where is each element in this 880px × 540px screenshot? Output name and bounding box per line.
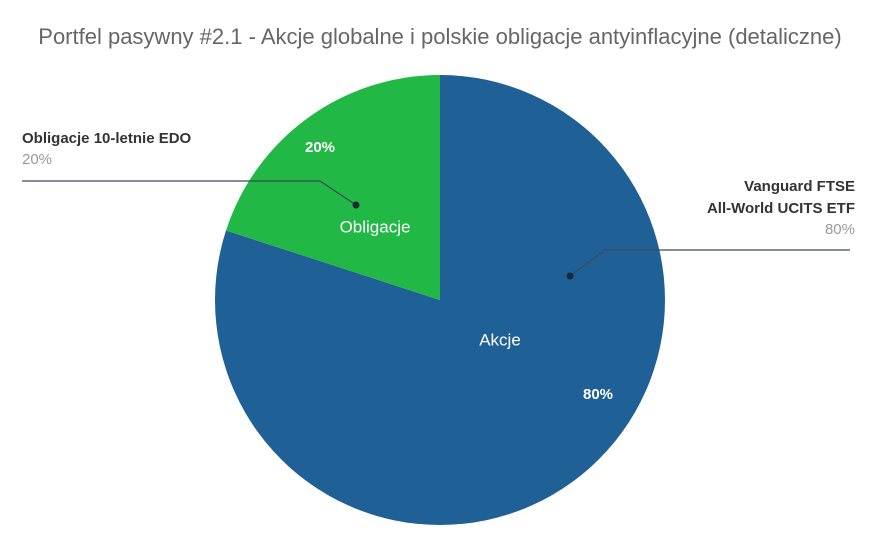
callout-line	[22, 180, 357, 206]
callout-value: 80%	[825, 221, 855, 238]
slice-percent-label: 80%	[583, 386, 613, 403]
pie-slice	[226, 75, 440, 300]
callout-value: 20%	[22, 151, 52, 168]
callout-name: Obligacje 10-letnie EDO	[22, 130, 192, 147]
callout-name: All-World UCITS ETF	[707, 200, 855, 217]
callout-name: Vanguard FTSE	[744, 178, 855, 195]
callout-line	[569, 249, 850, 277]
callout-dot	[352, 201, 360, 209]
slice-group-label: Obligacje	[340, 217, 411, 236]
chart-title: Portfel pasywny #2.1 - Akcje globalne i …	[38, 24, 841, 49]
slice-percent-label: 20%	[305, 139, 335, 156]
callout-dot	[566, 272, 574, 280]
slice-group-label: Akcje	[479, 330, 521, 349]
